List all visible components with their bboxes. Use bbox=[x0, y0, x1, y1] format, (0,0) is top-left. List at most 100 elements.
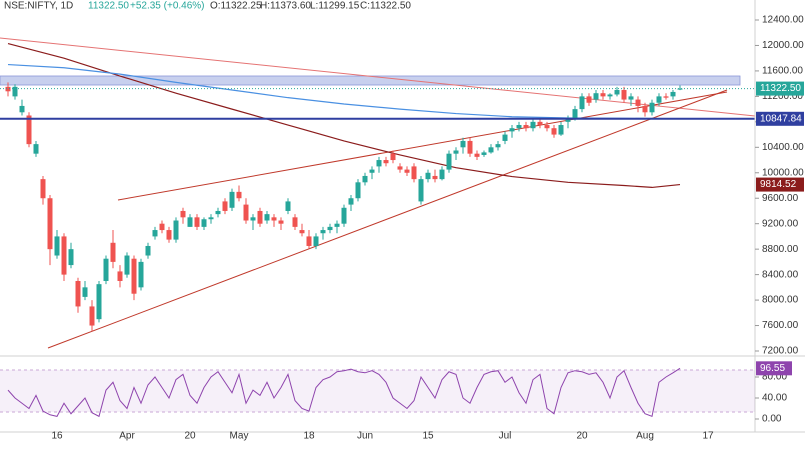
y-tick-label: 12400.00 bbox=[762, 15, 804, 26]
y-tick-label: 7600.00 bbox=[762, 320, 799, 331]
candle-body bbox=[180, 210, 186, 218]
close: C:11322.50 bbox=[360, 1, 411, 12]
candle-body bbox=[313, 236, 319, 246]
x-tick-label: 16 bbox=[51, 431, 63, 442]
candle-body bbox=[138, 261, 144, 288]
candle-body bbox=[656, 96, 662, 103]
candle-body bbox=[166, 230, 172, 240]
price-label-box bbox=[756, 111, 804, 126]
axis-labels: 12400.0012000.0011600.0011200.0010800.00… bbox=[51, 15, 804, 442]
candle-body bbox=[222, 201, 228, 211]
x-tick-label: Jun bbox=[357, 431, 373, 442]
candle-body bbox=[110, 242, 116, 262]
candle-body bbox=[488, 147, 494, 153]
symbol: NSE:NIFTY, 1D bbox=[4, 1, 73, 12]
open: O:11322.25 bbox=[210, 1, 262, 12]
candle-body bbox=[82, 287, 88, 297]
candle-body bbox=[103, 258, 109, 281]
candle-body bbox=[117, 271, 123, 281]
candle-body bbox=[250, 217, 256, 221]
candle-body bbox=[215, 210, 221, 215]
rsi-label: 96.55 bbox=[760, 363, 785, 374]
x-tick-label: 20 bbox=[576, 431, 588, 442]
candle-body bbox=[124, 255, 130, 275]
candle-body bbox=[649, 102, 655, 113]
candle-body bbox=[369, 169, 375, 173]
y-tick-label: 80.00 bbox=[762, 372, 787, 383]
candle-body bbox=[306, 236, 312, 246]
candle-body bbox=[593, 93, 599, 100]
x-tick-label: Apr bbox=[119, 431, 135, 442]
candle-body bbox=[341, 207, 347, 224]
y-tick-label: 10000.00 bbox=[762, 167, 804, 178]
rsi-band bbox=[0, 370, 755, 412]
candle-body bbox=[572, 109, 578, 119]
candle-body bbox=[376, 160, 382, 167]
candle-body bbox=[362, 175, 368, 183]
candle-body bbox=[68, 249, 74, 266]
candle-body bbox=[194, 217, 200, 227]
candle-body bbox=[292, 217, 298, 227]
y-tick-label: 9600.00 bbox=[762, 193, 799, 204]
candle-body bbox=[642, 105, 648, 113]
candle-body bbox=[208, 217, 214, 220]
candle-body bbox=[586, 96, 592, 103]
candle-body bbox=[446, 153, 452, 170]
moving-average bbox=[7, 42, 681, 189]
price-label-box bbox=[756, 177, 804, 192]
candle-body bbox=[600, 93, 606, 97]
candle-body bbox=[502, 134, 508, 141]
candle-body bbox=[131, 258, 137, 294]
y-tick-label: 11200.00 bbox=[762, 91, 803, 102]
x-tick-label: Aug bbox=[636, 431, 654, 442]
candle-body bbox=[320, 230, 326, 234]
candle-body bbox=[628, 96, 634, 100]
change: +52.35 (+0.46%) bbox=[130, 1, 205, 12]
price-label: 11322.50 bbox=[760, 83, 801, 94]
candle-body bbox=[565, 118, 571, 122]
candle-body bbox=[264, 214, 270, 221]
candle-body bbox=[243, 204, 249, 221]
candle-body bbox=[40, 179, 46, 199]
y-tick-label: 8400.00 bbox=[762, 269, 799, 280]
candle-body bbox=[390, 153, 396, 161]
price-label: 9814.52 bbox=[760, 179, 797, 190]
y-tick-label: 8000.00 bbox=[762, 295, 799, 306]
y-tick-label: 0.00 bbox=[762, 414, 782, 425]
candle-body bbox=[544, 125, 550, 129]
candle-body bbox=[481, 152, 487, 155]
candle-body bbox=[516, 125, 522, 129]
candle-body bbox=[173, 220, 179, 240]
candle-body bbox=[285, 201, 291, 211]
high: H:11373.60 bbox=[260, 1, 311, 12]
zone-band bbox=[0, 75, 741, 86]
candle-body bbox=[558, 125, 564, 135]
price-label-box bbox=[756, 81, 804, 96]
candle-body bbox=[418, 179, 424, 202]
candle-body bbox=[12, 86, 18, 97]
candle-body bbox=[152, 230, 158, 237]
x-tick-label: Jul bbox=[499, 431, 512, 442]
candle-body bbox=[397, 166, 403, 170]
x-tick-label: May bbox=[230, 431, 249, 442]
candle-body bbox=[201, 219, 207, 227]
candle-body bbox=[383, 160, 389, 164]
candle-body bbox=[187, 217, 193, 227]
candle-body bbox=[432, 175, 438, 180]
candle-body bbox=[460, 140, 466, 148]
x-tick-label: 17 bbox=[702, 431, 714, 442]
candle-body bbox=[89, 306, 95, 326]
candle-body bbox=[334, 223, 340, 227]
candle-body bbox=[404, 169, 410, 173]
low: L:11299.15 bbox=[310, 1, 360, 12]
trend-line bbox=[117, 91, 728, 201]
candle-body bbox=[425, 172, 431, 180]
candle-body bbox=[607, 94, 613, 97]
candle-body bbox=[26, 115, 32, 145]
rsi-label-box bbox=[756, 361, 792, 376]
candle-body bbox=[677, 88, 683, 90]
candle-body bbox=[663, 96, 669, 98]
candle-body bbox=[355, 182, 361, 199]
